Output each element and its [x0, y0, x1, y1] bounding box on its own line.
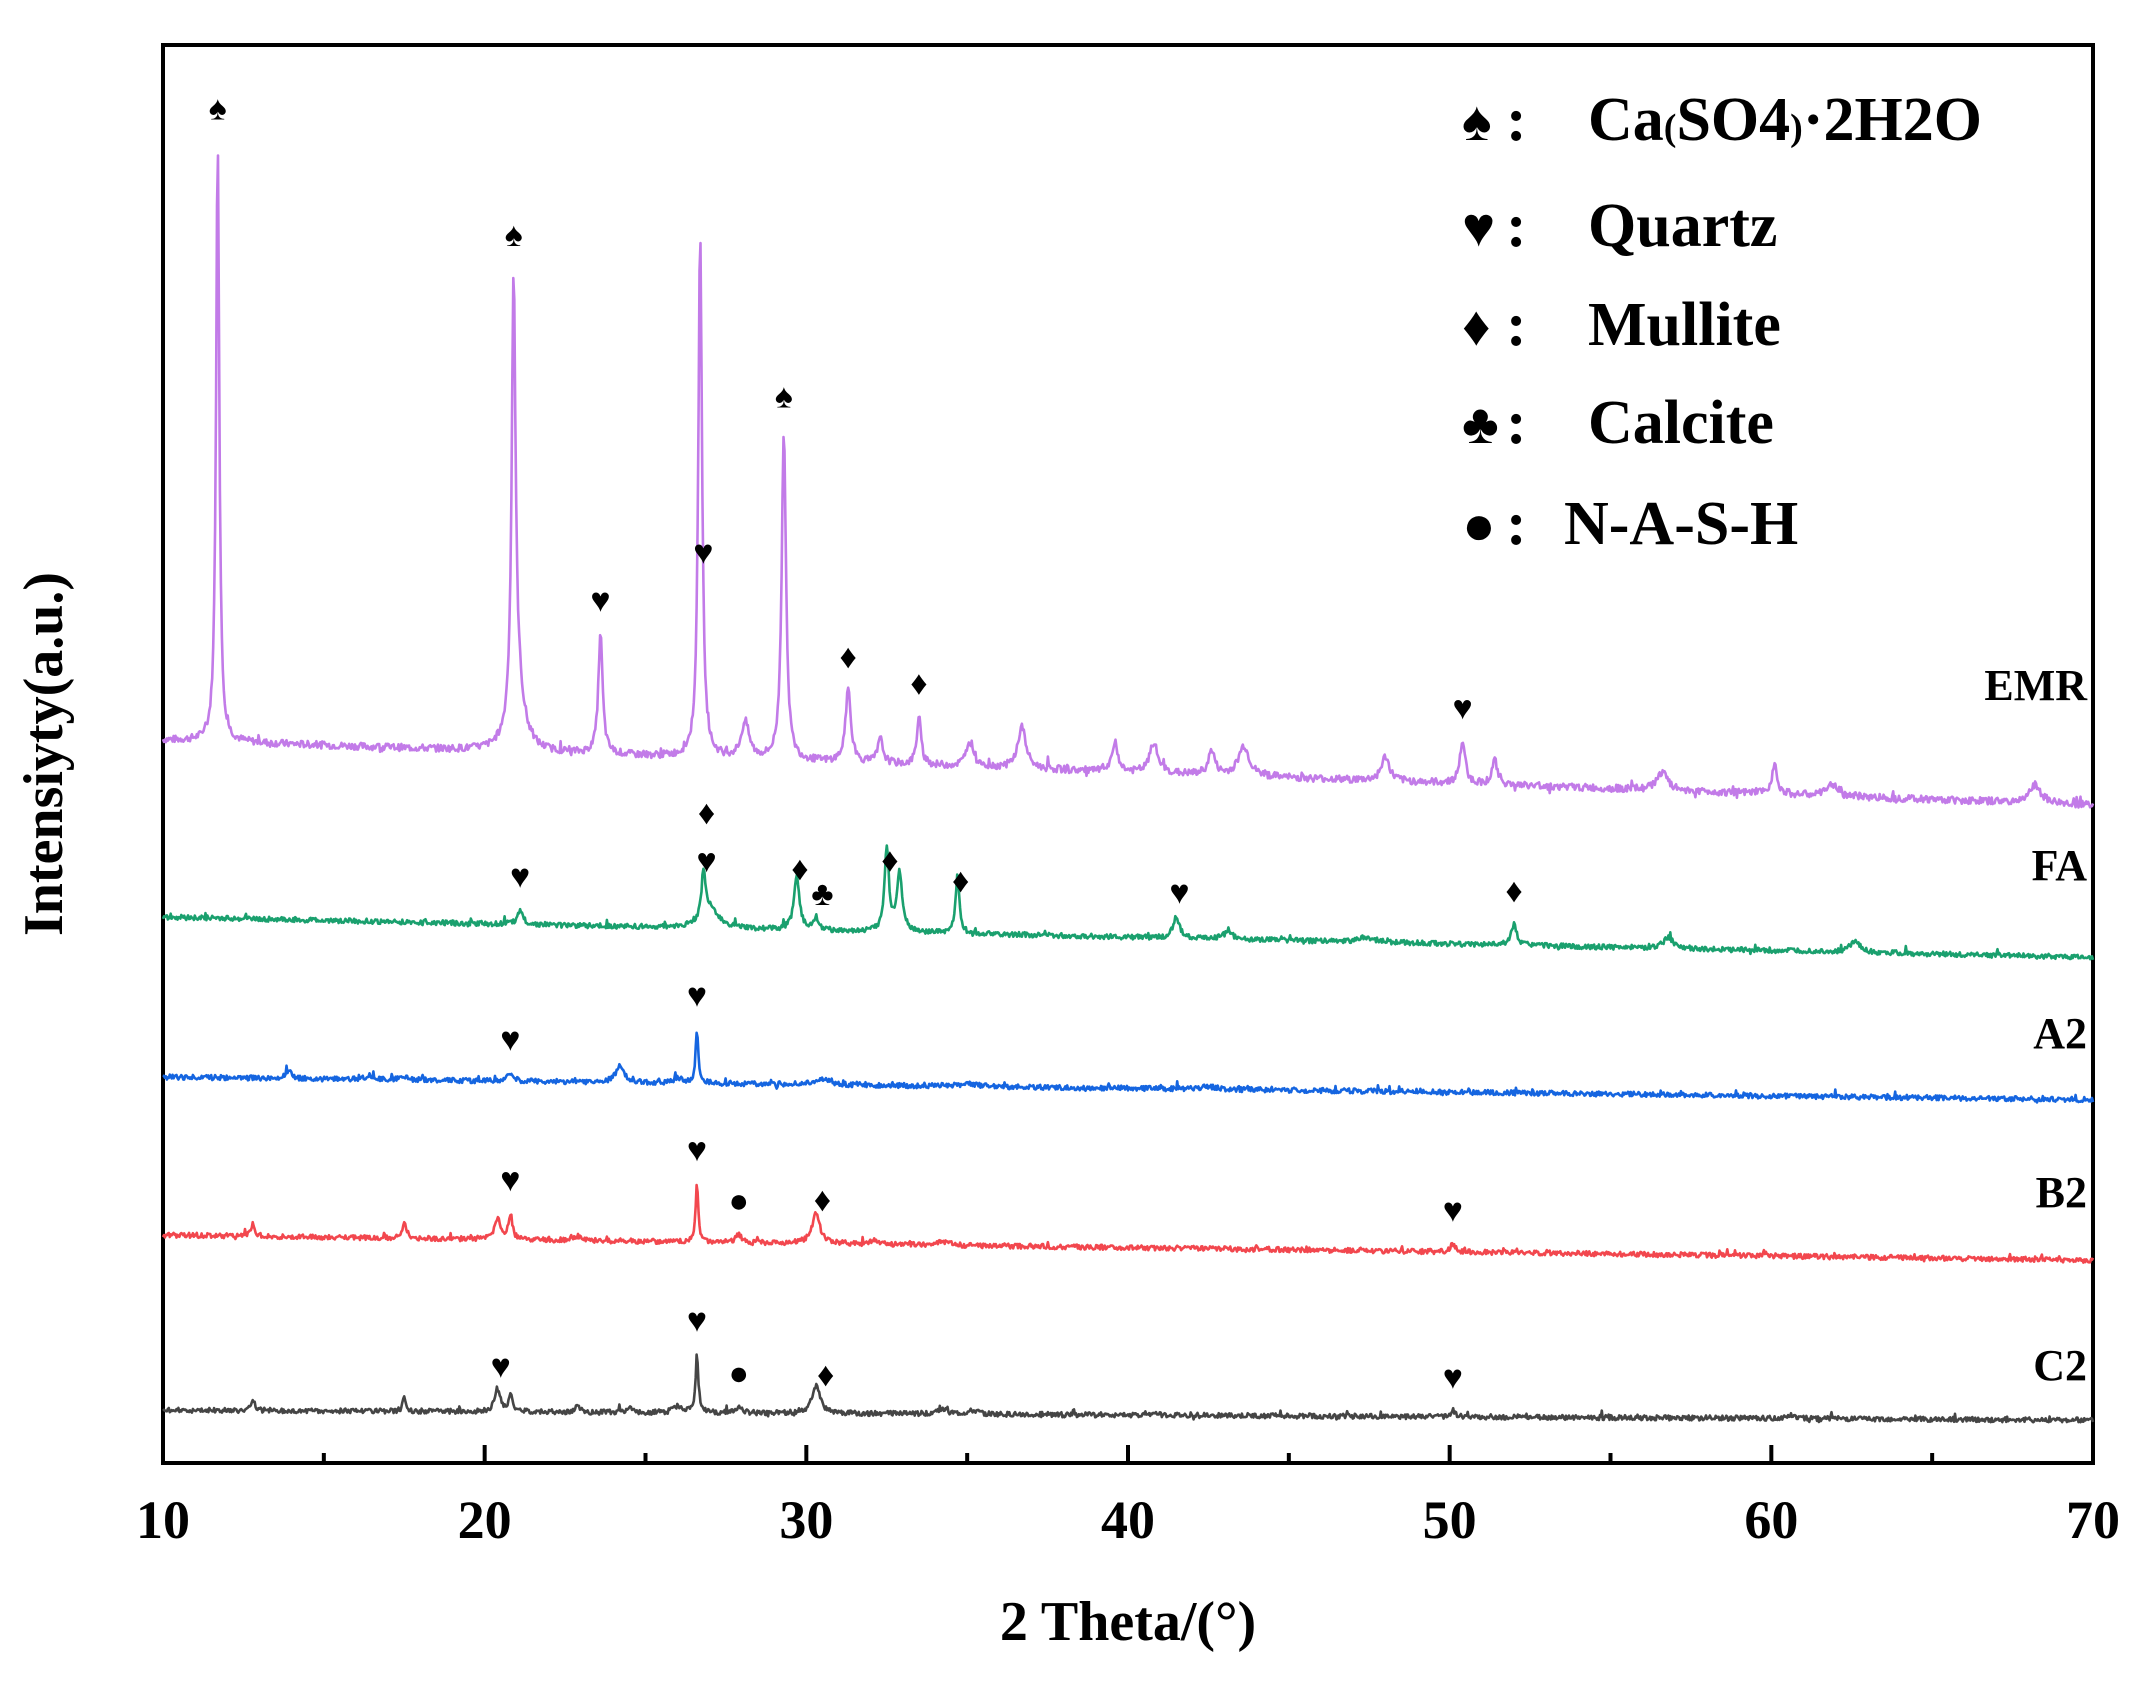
series-label-fa: FA	[2032, 841, 2088, 890]
series-label-c2: C2	[2033, 1341, 2087, 1390]
heart-icon: ♥	[500, 1162, 520, 1199]
diamond-icon: ♦	[698, 795, 715, 832]
legend-separator: :	[1506, 490, 1527, 558]
diamond-icon: ♦	[839, 639, 856, 676]
heart-icon: ♥	[687, 1303, 707, 1340]
spade-icon: ♠	[209, 91, 227, 128]
heart-icon: ♥	[510, 859, 530, 896]
legend-label-mullite: Mullite	[1588, 291, 1781, 359]
heart-icon: ♥	[697, 843, 717, 880]
heart-icon: ♥	[687, 977, 707, 1014]
legend-label-quartz: Quartz	[1588, 192, 1777, 260]
series-line-emr	[161, 154, 2095, 809]
heart-icon: ♥	[1452, 690, 1472, 727]
legend-label-gypsum: Ca(SO4)·2H2O	[1588, 86, 1982, 154]
x-axis: 10 20 30 40 50 60 70	[136, 1445, 2120, 1550]
x-tick-label: 60	[1744, 1490, 1798, 1550]
x-tick-label: 70	[2066, 1490, 2120, 1550]
heart-icon: ♥	[1462, 197, 1495, 259]
legend-entry-gypsum: ♠ : Ca(SO4)·2H2O	[1462, 86, 1982, 154]
x-axis-title: 2 Theta/(°)	[1000, 1591, 1256, 1653]
series-label-layer: EMR FA A2 B2 C2	[1984, 661, 2088, 1390]
x-tick-label: 30	[779, 1490, 833, 1550]
diamond-icon: ♦	[814, 1182, 831, 1219]
series-line-fa	[161, 844, 2095, 961]
heart-icon: ♥	[590, 582, 610, 619]
spade-icon: ♠	[1462, 91, 1492, 153]
series-label-b2: B2	[2036, 1168, 2087, 1217]
legend-separator: :	[1506, 86, 1527, 154]
diamond-icon: ♦	[910, 665, 927, 702]
heart-icon: ♥	[491, 1348, 511, 1385]
legend-separator: :	[1506, 389, 1527, 457]
heart-icon: ♥	[1443, 1359, 1463, 1396]
diamond-icon: ♦	[817, 1357, 834, 1394]
legend-label-nash: N-A-S-H	[1564, 490, 1798, 558]
x-tick-label: 20	[458, 1490, 512, 1550]
dot-icon: ●	[729, 1183, 750, 1220]
legend-entry-quartz: ♥ : Quartz	[1462, 192, 1777, 260]
series-layer	[161, 154, 2095, 1424]
legend-entry-mullite: ♦ : Mullite	[1462, 291, 1781, 359]
diamond-icon: ♦	[881, 842, 898, 879]
heart-icon: ♥	[500, 1022, 520, 1059]
x-tick-label: 50	[1423, 1490, 1477, 1550]
legend-label-calcite: Calcite	[1588, 389, 1774, 457]
legend: ♠ : Ca(SO4)·2H2O ♥ : Quartz ♦ : Mullite …	[1462, 86, 1982, 558]
legend-separator: :	[1506, 192, 1527, 260]
legend-entry-nash: ● : N-A-S-H	[1462, 490, 1798, 558]
diamond-icon: ♦	[1505, 873, 1522, 910]
diamond-icon: ♦	[791, 851, 808, 888]
y-axis-title: Intensiyty(a.u.)	[13, 572, 75, 936]
diamond-icon: ♦	[1462, 296, 1491, 358]
heart-icon: ♥	[1169, 875, 1189, 912]
series-label-emr: EMR	[1984, 661, 2088, 710]
series-label-a2: A2	[2033, 1009, 2087, 1058]
legend-separator: :	[1506, 291, 1527, 359]
club-icon: ♣	[811, 876, 833, 913]
spade-icon: ♠	[775, 379, 793, 416]
x-tick-label: 10	[136, 1490, 190, 1550]
dot-icon: ●	[729, 1355, 750, 1392]
diamond-icon: ♦	[952, 863, 969, 900]
series-line-c2	[162, 1353, 2095, 1424]
legend-entry-calcite: ♣ : Calcite	[1462, 389, 1774, 457]
marker-layer: ♠♠♥♥♠♦♦♥♥ ♥♦♦♣♦♦ ♥ ♦♥♥♥♥● ♦ ♥♥♥● ♦ ♥	[209, 91, 1523, 1397]
spade-icon: ♠	[505, 217, 523, 254]
series-line-a2	[162, 1031, 2095, 1104]
x-tick-label: 40	[1101, 1490, 1155, 1550]
club-icon: ♣	[1462, 394, 1499, 456]
dot-icon: ●	[1462, 495, 1496, 557]
series-line-b2	[161, 1183, 2095, 1264]
heart-icon: ♥	[1443, 1192, 1463, 1229]
heart-icon: ♥	[693, 534, 713, 571]
heart-icon: ♥	[687, 1132, 707, 1169]
